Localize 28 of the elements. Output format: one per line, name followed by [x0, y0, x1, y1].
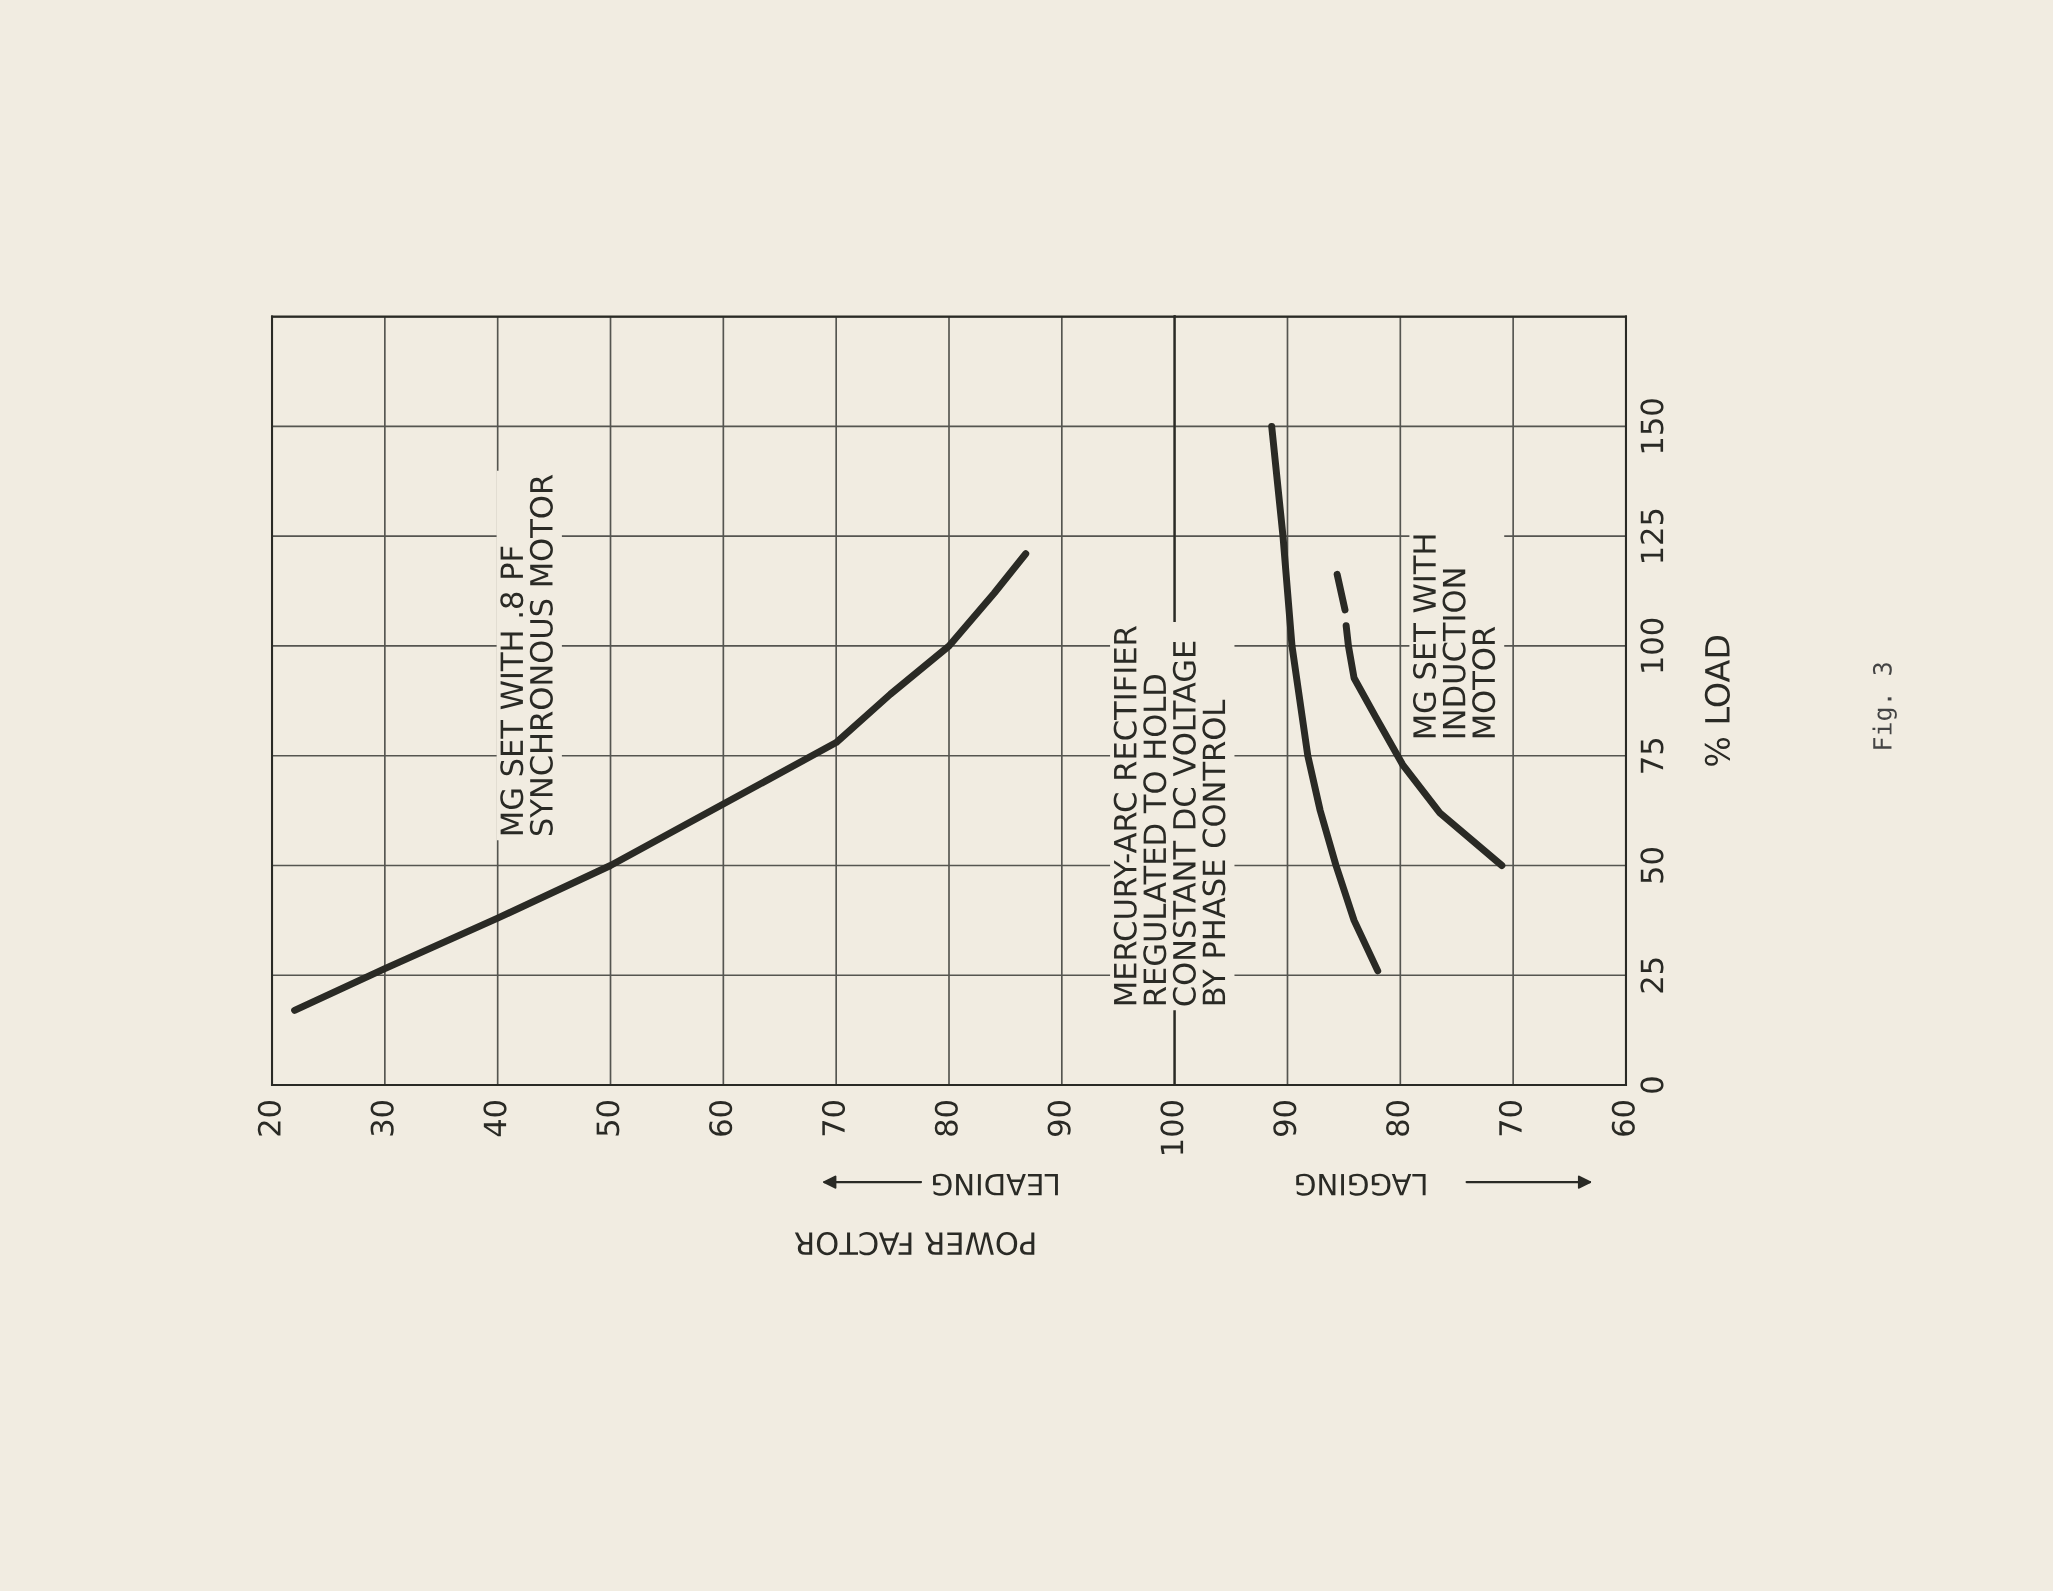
- x-tick-label: 90: [1047, 1100, 1071, 1136]
- text: MG SET WITH .8 PF SYNCHRONOUS MOTOR: [500, 474, 553, 836]
- x-tick-label: 80: [1386, 1100, 1410, 1136]
- x-tick-label: 60: [1611, 1100, 1635, 1136]
- y-axis-title: % LOAD: [1704, 635, 1730, 766]
- text: LAGGING: [1296, 1173, 1426, 1196]
- y-tick-label: 125: [1640, 509, 1664, 562]
- y-tick-label: 50: [1640, 848, 1664, 883]
- text: MERCURY-ARC RECTIFIER REGULATED TO HOLD CONSTANT DC VOLTAGE BY PHASE CONTROL: [1113, 626, 1226, 1006]
- y-tick-label: 150: [1640, 399, 1664, 453]
- x-tick-label: 100: [1160, 1100, 1184, 1154]
- text: POWER FACTOR: [794, 1232, 1035, 1256]
- x-tick-label: 80: [934, 1100, 958, 1136]
- y-tick-label: 25: [1640, 958, 1664, 993]
- caption: Fig. 3: [1872, 663, 1897, 749]
- x-tick-label: 20: [257, 1100, 281, 1136]
- x-tick-label: 40: [483, 1100, 507, 1137]
- x-tick-label: 60: [709, 1100, 733, 1136]
- x-tick-label: 30: [370, 1100, 394, 1136]
- text: LEADING: [933, 1173, 1058, 1196]
- x-tick-label: 50: [596, 1100, 620, 1136]
- y-tick-label: 100: [1640, 618, 1664, 672]
- y-tick-label: 75: [1640, 738, 1664, 773]
- y-tick-label: 0: [1640, 1077, 1664, 1093]
- x-tick-label: 70: [821, 1100, 846, 1136]
- text: MG SET WITH INDUCTION MOTOR: [1412, 535, 1496, 738]
- x-tick-label: 90: [1273, 1100, 1297, 1136]
- x-tick-label: 70: [1498, 1100, 1523, 1136]
